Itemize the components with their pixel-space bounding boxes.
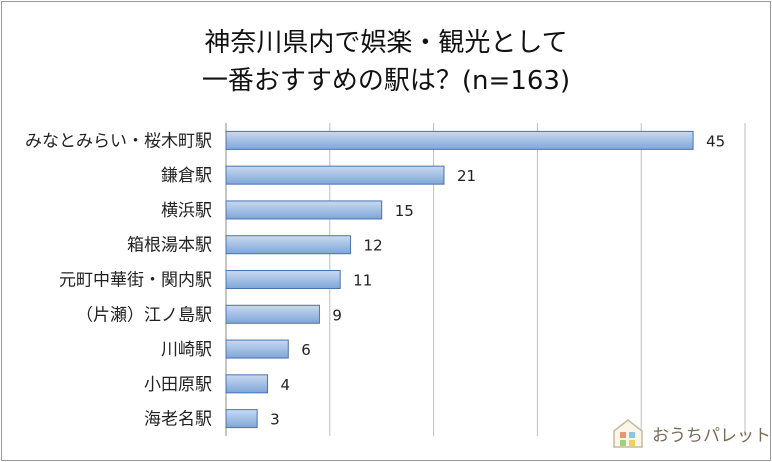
value-label: 3 [270, 411, 280, 429]
value-label: 15 [395, 202, 414, 220]
bar [225, 304, 320, 324]
bar [225, 270, 341, 289]
bar [225, 165, 445, 185]
bar [225, 339, 289, 359]
bars [225, 130, 694, 429]
category-label: 小田原駅 [144, 375, 212, 395]
chart-title-line-2: 一番おすすめの駅は？(n=163) [201, 66, 571, 96]
value-label: 6 [301, 341, 311, 359]
bar [225, 130, 694, 150]
category-label: 鎌倉駅 [161, 166, 212, 186]
category-label: （片瀬）江ノ島駅 [76, 305, 212, 325]
bar [225, 409, 258, 429]
labels: みなとみらい・桜木町駅 45 鎌倉駅 21 横浜駅 15 箱根湯本駅 12 元町中華街・関内駅 1… [25, 131, 725, 429]
bar [225, 200, 383, 220]
category-label: 横浜駅 [161, 201, 212, 221]
value-label: 11 [353, 272, 372, 290]
value-label: 4 [281, 376, 291, 394]
bar [225, 235, 352, 255]
value-label: 9 [332, 306, 342, 324]
brand-logo-text: おうちパレット [652, 426, 771, 446]
house-icon [613, 419, 643, 448]
category-label: 川崎駅 [161, 340, 212, 360]
value-label: 45 [706, 132, 725, 150]
value-label: 12 [364, 237, 383, 255]
category-label: みなとみらい・桜木町駅 [25, 131, 212, 151]
category-label: 箱根湯本駅 [127, 236, 212, 256]
brand-logo: おうちパレット [610, 417, 771, 449]
category-label: 海老名駅 [144, 410, 212, 430]
chart-title-line-1: 神奈川県内で娯楽・観光として [204, 28, 568, 58]
bar [225, 374, 269, 394]
value-label: 21 [457, 167, 476, 185]
category-label: 元町中華街・関内駅 [59, 271, 212, 291]
